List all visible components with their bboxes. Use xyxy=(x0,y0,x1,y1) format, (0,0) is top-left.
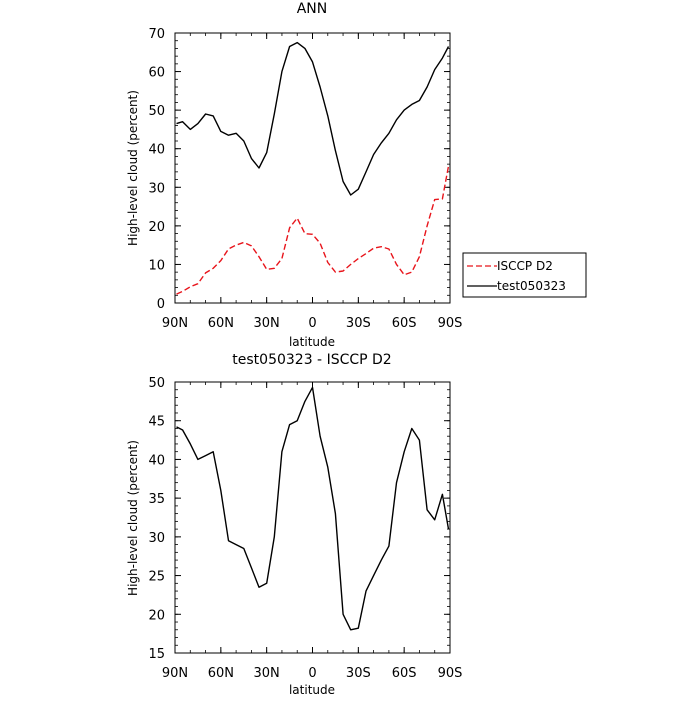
top-x-tick-label: 60S xyxy=(392,316,417,331)
top-y-tick-label: 10 xyxy=(148,258,165,273)
top-x-tick-label: 30N xyxy=(254,316,280,331)
bottom-chart-ylabel: High-level cloud (percent) xyxy=(126,440,140,596)
top-x-tick-label: 60N xyxy=(208,316,234,331)
top-series-line-0 xyxy=(176,165,450,295)
legend: ISCCP D2 test050323 xyxy=(462,252,587,298)
bottom-x-tick-label: 90N xyxy=(162,666,188,681)
top-y-tick-label: 60 xyxy=(148,66,165,81)
bottom-chart-title: test050323 - ISCCP D2 xyxy=(232,352,391,368)
bottom-y-tick-label: 25 xyxy=(148,570,165,585)
bottom-y-tick-label: 40 xyxy=(148,453,165,468)
top-y-tick-label: 50 xyxy=(148,104,165,119)
top-x-tick-label: 0 xyxy=(308,316,316,331)
top-chart-title: ANN xyxy=(297,1,328,17)
top-x-tick-label: 90S xyxy=(438,316,463,331)
bottom-chart: test050323 - ISCCP D2 latitude High-leve… xyxy=(126,352,462,697)
top-chart-xlabel: latitude xyxy=(289,335,335,349)
top-x-tick-label: 30S xyxy=(346,316,371,331)
bottom-x-tick-label: 0 xyxy=(308,666,316,681)
top-x-tick-label: 90N xyxy=(162,316,188,331)
legend-box xyxy=(462,252,587,298)
top-y-tick-label: 30 xyxy=(148,181,165,196)
bottom-chart-xlabel: latitude xyxy=(289,683,335,697)
top-chart: ANN latitude High-level cloud (percent) … xyxy=(126,1,462,349)
bottom-y-tick-label: 45 xyxy=(148,415,165,430)
bottom-x-tick-label: 90S xyxy=(438,666,463,681)
bottom-x-tick-label: 30S xyxy=(346,666,371,681)
legend-label-isccp: ISCCP D2 xyxy=(497,259,553,273)
top-y-tick-label: 0 xyxy=(157,297,165,312)
legend-label-model: test050323 xyxy=(497,279,566,293)
bottom-y-tick-label: 50 xyxy=(148,376,165,391)
bottom-x-tick-label: 60S xyxy=(392,666,417,681)
top-y-tick-label: 40 xyxy=(148,143,165,158)
bottom-y-tick-label: 35 xyxy=(148,492,165,507)
bottom-series-line-0 xyxy=(176,386,450,631)
top-chart-ylabel: High-level cloud (percent) xyxy=(126,90,140,246)
top-y-tick-label: 70 xyxy=(148,27,165,42)
top-y-tick-label: 20 xyxy=(148,220,165,235)
bottom-x-tick-label: 30N xyxy=(254,666,280,681)
bottom-y-tick-label: 30 xyxy=(148,531,165,546)
bottom-y-tick-label: 15 xyxy=(148,647,165,662)
bottom-x-tick-label: 60N xyxy=(208,666,234,681)
top-series-line-1 xyxy=(176,41,450,196)
bottom-y-tick-label: 20 xyxy=(148,608,165,623)
